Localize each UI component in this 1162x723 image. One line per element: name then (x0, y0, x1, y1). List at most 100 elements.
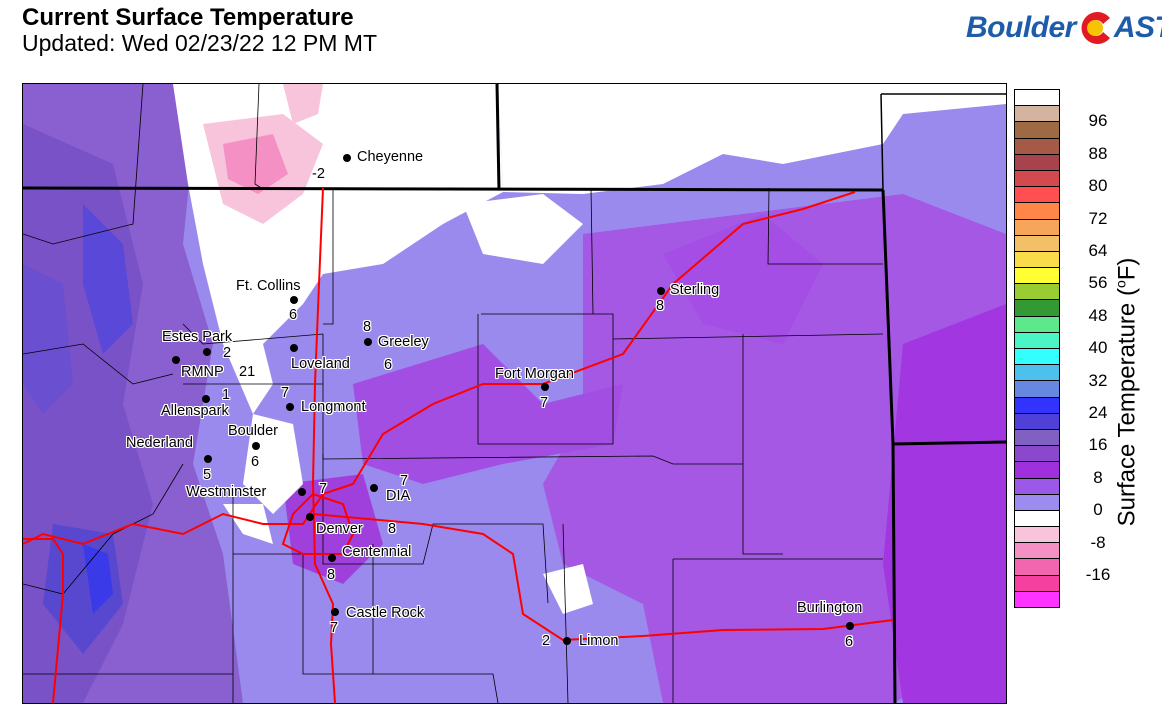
colorbar (1014, 89, 1060, 608)
colorbar-swatch (1015, 332, 1059, 349)
city-temperature: 21 (239, 364, 256, 380)
colorbar-swatch (1015, 365, 1059, 382)
colorbar-swatch (1015, 203, 1059, 220)
city-dot (204, 455, 212, 463)
colorbar-tick-label: 48 (1088, 305, 1108, 325)
city-name: Allenspark (161, 403, 229, 419)
colorbar-tick-label: 40 (1088, 338, 1108, 358)
city-temperature: 1 (222, 387, 231, 403)
city-temperature: 6 (845, 634, 854, 650)
city-temperature: 7 (540, 395, 549, 411)
map-title: Current Surface Temperature (22, 4, 354, 31)
city-dot (541, 383, 549, 391)
colorbar-swatch (1015, 381, 1059, 398)
colorbar-swatch (1015, 187, 1059, 204)
city-temperature: 6 (384, 357, 393, 373)
city-dot (298, 488, 306, 496)
temperature-map: Cheyenne -2 Ft. Collins 6 Estes Park 2 R… (22, 83, 1007, 704)
city-dot (290, 344, 298, 352)
city-dot (343, 154, 351, 162)
colorbar-tick-label: 24 (1088, 403, 1108, 422)
city-temperature: 6 (251, 454, 260, 470)
city-dot (331, 608, 339, 616)
colorbar-swatch (1015, 559, 1059, 576)
colorbar-swatch (1015, 138, 1059, 155)
city-name: Greeley (378, 334, 429, 350)
logo-text-right: AST (1113, 11, 1162, 44)
colorbar-swatch (1015, 429, 1059, 447)
city-name: Sterling (670, 282, 720, 298)
city-dot (203, 348, 211, 356)
city-temperature: 5 (203, 467, 212, 483)
colorbar-swatch (1015, 462, 1059, 479)
city-name: Castle Rock (346, 605, 425, 621)
city-name: Denver (316, 521, 363, 537)
city-name: Ft. Collins (236, 278, 301, 294)
city-temperature: 8 (656, 298, 665, 314)
colorbar-swatch (1015, 575, 1059, 592)
colorbar-swatch (1015, 251, 1059, 269)
bouldercast-logo: Boulder AST (966, 8, 1162, 48)
city-temperature: 2 (223, 345, 232, 361)
city-name: RMNP (181, 364, 224, 380)
colorbar-swatch (1015, 446, 1059, 463)
temperature-field (23, 84, 1006, 703)
city-name: Nederland (126, 435, 193, 451)
city-temperature: 7 (281, 385, 290, 401)
colorbar-tick-label: 8 (1093, 467, 1103, 487)
city-temperature: 2 (542, 633, 551, 649)
city-name: Cheyenne (357, 149, 424, 165)
city-name: Loveland (291, 356, 350, 372)
colorbar-swatch (1015, 154, 1059, 171)
city-temperature: 8 (363, 319, 372, 335)
logo-text-left: Boulder (966, 11, 1076, 44)
city-temperature: 8 (327, 567, 336, 583)
colorbar-swatch (1015, 527, 1059, 544)
colorado-c-icon (1081, 12, 1110, 44)
colorbar-swatch (1015, 494, 1059, 511)
colorbar-tick-label: 56 (1088, 273, 1108, 293)
city-temperature: -2 (312, 166, 325, 182)
city-name: Limon (579, 633, 619, 649)
city-dot (172, 356, 180, 364)
city-dot (364, 338, 372, 346)
city-dot (290, 296, 298, 304)
colorbar-tick-label: 0 (1093, 500, 1103, 520)
city-temperature: 6 (289, 307, 298, 323)
colorbar-swatch (1015, 90, 1059, 107)
colorbar-label-end: F) (1113, 257, 1141, 281)
colorbar-tick-label: -16 (1085, 565, 1111, 584)
city-dot (286, 403, 294, 411)
colorbar-swatch (1015, 591, 1059, 607)
colorbar-label-main: Surface Temperature ( (1113, 288, 1141, 527)
colorbar-tick-label: 88 (1088, 143, 1108, 163)
city-name: DIA (386, 488, 411, 504)
colorbar-swatch (1015, 413, 1059, 430)
colorbar-tick-label: -8 (1090, 532, 1106, 552)
city-dot (306, 513, 314, 521)
colorbar-swatch (1015, 316, 1059, 333)
colorbar-swatch (1015, 106, 1059, 123)
colorbar-swatch (1015, 170, 1059, 188)
colorbar-swatch (1015, 349, 1059, 366)
city-temperature: 7 (330, 620, 339, 636)
colorbar-swatch (1015, 543, 1059, 560)
city-dot (328, 554, 336, 562)
colorbar-tick-label: 80 (1088, 176, 1108, 196)
colorbar-swatch (1015, 478, 1059, 495)
colorbar-swatch (1015, 219, 1059, 236)
city-name: Fort Morgan (495, 366, 574, 382)
city-name: Longmont (301, 399, 366, 415)
city-dot (563, 637, 571, 645)
updated-timestamp: Updated: Wed 02/23/22 12 PM MT (22, 30, 377, 56)
colorbar-swatch (1015, 268, 1059, 285)
city-temperature: 7 (400, 473, 409, 489)
city-dot (202, 395, 210, 403)
city-temperature: 8 (388, 521, 397, 537)
colorbar-label: Surface Temperature (oF) (1113, 258, 1142, 527)
colorbar-label-sup: o (1112, 280, 1129, 289)
city-dot (252, 442, 260, 450)
colorbar-tick-label: 64 (1088, 241, 1108, 260)
city-name: Boulder (228, 423, 278, 439)
city-name: Centennial (342, 544, 412, 560)
